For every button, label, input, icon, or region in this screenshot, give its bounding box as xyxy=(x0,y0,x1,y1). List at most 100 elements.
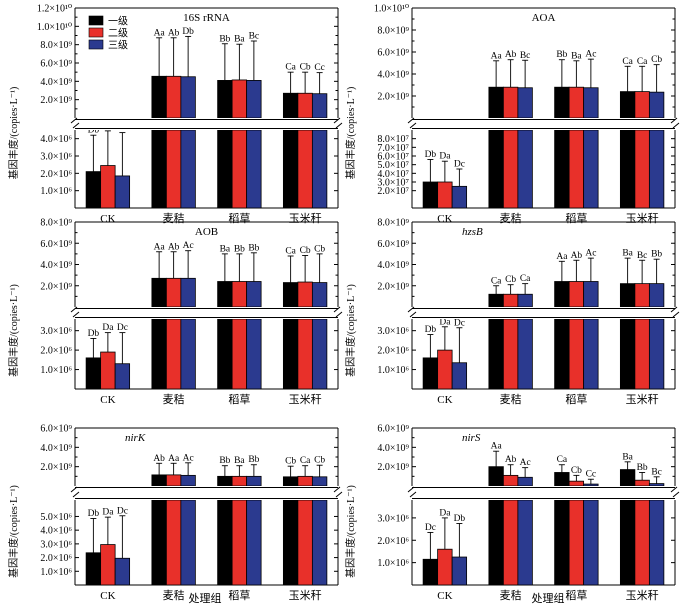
significance-label: Dc xyxy=(117,506,128,516)
legend-label: 二级 xyxy=(108,28,128,40)
y-axis-label: 基因丰度/(copies·L⁻¹) xyxy=(344,87,357,180)
bar-lower-segment xyxy=(151,129,167,209)
bar xyxy=(231,475,248,487)
significance-label: Bb xyxy=(651,250,662,260)
y-tick-label-upper: 4.0×10⁹ xyxy=(40,77,72,88)
significance-label: Ca xyxy=(285,63,296,73)
y-tick-label-lower: 1.0×10⁶ xyxy=(40,186,72,197)
bar-lower-segment xyxy=(517,129,533,209)
bar xyxy=(282,282,299,308)
bar-lower-segment xyxy=(648,499,665,586)
y-axis-label: 基因丰度/(copies·L⁻¹) xyxy=(344,485,357,578)
significance-label: Db xyxy=(88,329,100,339)
break-mark-bg xyxy=(333,120,343,128)
break-slash xyxy=(333,117,341,124)
x-tick-label: 麦秸 xyxy=(500,393,522,406)
break-slash xyxy=(72,311,80,318)
bar xyxy=(165,277,182,308)
legend-swatch xyxy=(88,27,104,38)
bar xyxy=(451,185,468,209)
bar-lower-segment xyxy=(517,499,533,586)
bar xyxy=(634,283,650,308)
break-slash xyxy=(672,122,680,129)
bar xyxy=(282,92,299,119)
break-mark-bg xyxy=(70,120,80,128)
panel-title: nirK xyxy=(125,432,146,444)
bar xyxy=(151,277,167,308)
bar xyxy=(554,86,570,119)
bar-lower-segment xyxy=(488,129,504,209)
y-tick-label-lower: 1.0×10⁶ xyxy=(40,365,72,376)
y-tick-label-upper: 2.0×10⁹ xyxy=(40,95,72,106)
legend-swatch xyxy=(88,39,104,50)
bar-lower-segment xyxy=(583,318,599,390)
bar xyxy=(517,293,533,308)
significance-label: Cb xyxy=(300,63,311,73)
bar-lower-segment xyxy=(488,499,504,586)
legend-label: 一级 xyxy=(108,16,128,28)
significance-label: Da xyxy=(102,508,114,518)
significance-label: Ba xyxy=(571,51,582,61)
y-tick-label-upper: 4.0×10⁹ xyxy=(377,70,409,81)
y-tick-label-upper: 6.0×10⁹ xyxy=(377,239,409,250)
bar-lower-segment xyxy=(231,129,248,209)
y-tick-label-lower: 2.0×10⁶ xyxy=(40,169,72,180)
break-mark-bg xyxy=(407,489,417,497)
y-tick-label-lower: 1.0×10⁶ xyxy=(377,365,409,376)
x-tick-label: CK xyxy=(437,394,452,406)
bar-lower-segment xyxy=(568,129,585,209)
break-slash xyxy=(670,486,678,493)
axis-break-band xyxy=(411,118,676,130)
significance-label: Ca xyxy=(300,456,311,466)
significance-label: Cc xyxy=(314,63,325,73)
bar xyxy=(231,79,248,119)
y-tick-label-lower: 8.0×10⁷ xyxy=(377,134,409,145)
y-tick-label-upper: 6.0×10⁹ xyxy=(377,424,409,435)
bar xyxy=(246,475,262,487)
bar-lower-segment xyxy=(634,129,650,209)
bar xyxy=(517,87,533,119)
y-axis-label: 基因丰度/(copies·L⁻¹) xyxy=(7,87,20,180)
break-slash xyxy=(672,311,680,318)
bar xyxy=(217,80,233,119)
bar-lower-segment xyxy=(165,129,182,209)
significance-label: Ba xyxy=(622,249,633,259)
panel-4: 2.0×10⁹ 4.0×10⁹ 6.0×10⁹ 1.0×10⁶ 2.0×10⁶ 3.0×1… xyxy=(7,424,343,602)
bar-lower-segment xyxy=(246,499,262,586)
break-slash xyxy=(72,491,80,498)
bar-lower-segment xyxy=(634,499,650,586)
bar xyxy=(488,86,504,119)
y-axis-label: 基因丰度/(copies·L⁻¹) xyxy=(7,284,20,377)
bar-lower-segment xyxy=(217,129,233,209)
significance-label: Cb xyxy=(314,456,325,466)
break-slash xyxy=(409,122,417,129)
bar-lower-segment xyxy=(648,318,665,390)
y-tick-label-lower: 4.0×10⁶ xyxy=(40,526,72,537)
bar xyxy=(437,548,453,586)
bar xyxy=(502,474,519,487)
x-tick-label: CK xyxy=(100,394,115,406)
y-tick-label-lower: 1.0×10⁶ xyxy=(40,567,72,578)
bar-lower-segment xyxy=(634,318,650,390)
significance-label: Cb xyxy=(314,244,325,254)
y-tick-label-upper: 4.0×10⁹ xyxy=(377,260,409,271)
break-slash xyxy=(672,491,680,498)
bar xyxy=(422,558,439,586)
significance-label: Ab xyxy=(153,454,165,464)
bar xyxy=(217,475,233,487)
bar-lower-segment xyxy=(231,499,248,586)
significance-label: Aa xyxy=(491,51,503,61)
bar xyxy=(85,171,102,209)
bar-lower-segment xyxy=(282,129,299,209)
bar-lower-segment xyxy=(217,318,233,390)
bar-lower-segment xyxy=(297,499,313,586)
break-mark-bg xyxy=(70,489,80,497)
bar xyxy=(100,544,116,586)
bar-lower-segment xyxy=(619,499,636,586)
bar-lower-segment xyxy=(180,129,196,209)
bar xyxy=(311,282,328,308)
panel-2: 2.0×10⁹ 4.0×10⁹ 6.0×10⁹ 8.0×10⁹ 1.0×10⁶ 2.0×1… xyxy=(7,218,343,406)
bar-lower-segment xyxy=(648,129,665,209)
